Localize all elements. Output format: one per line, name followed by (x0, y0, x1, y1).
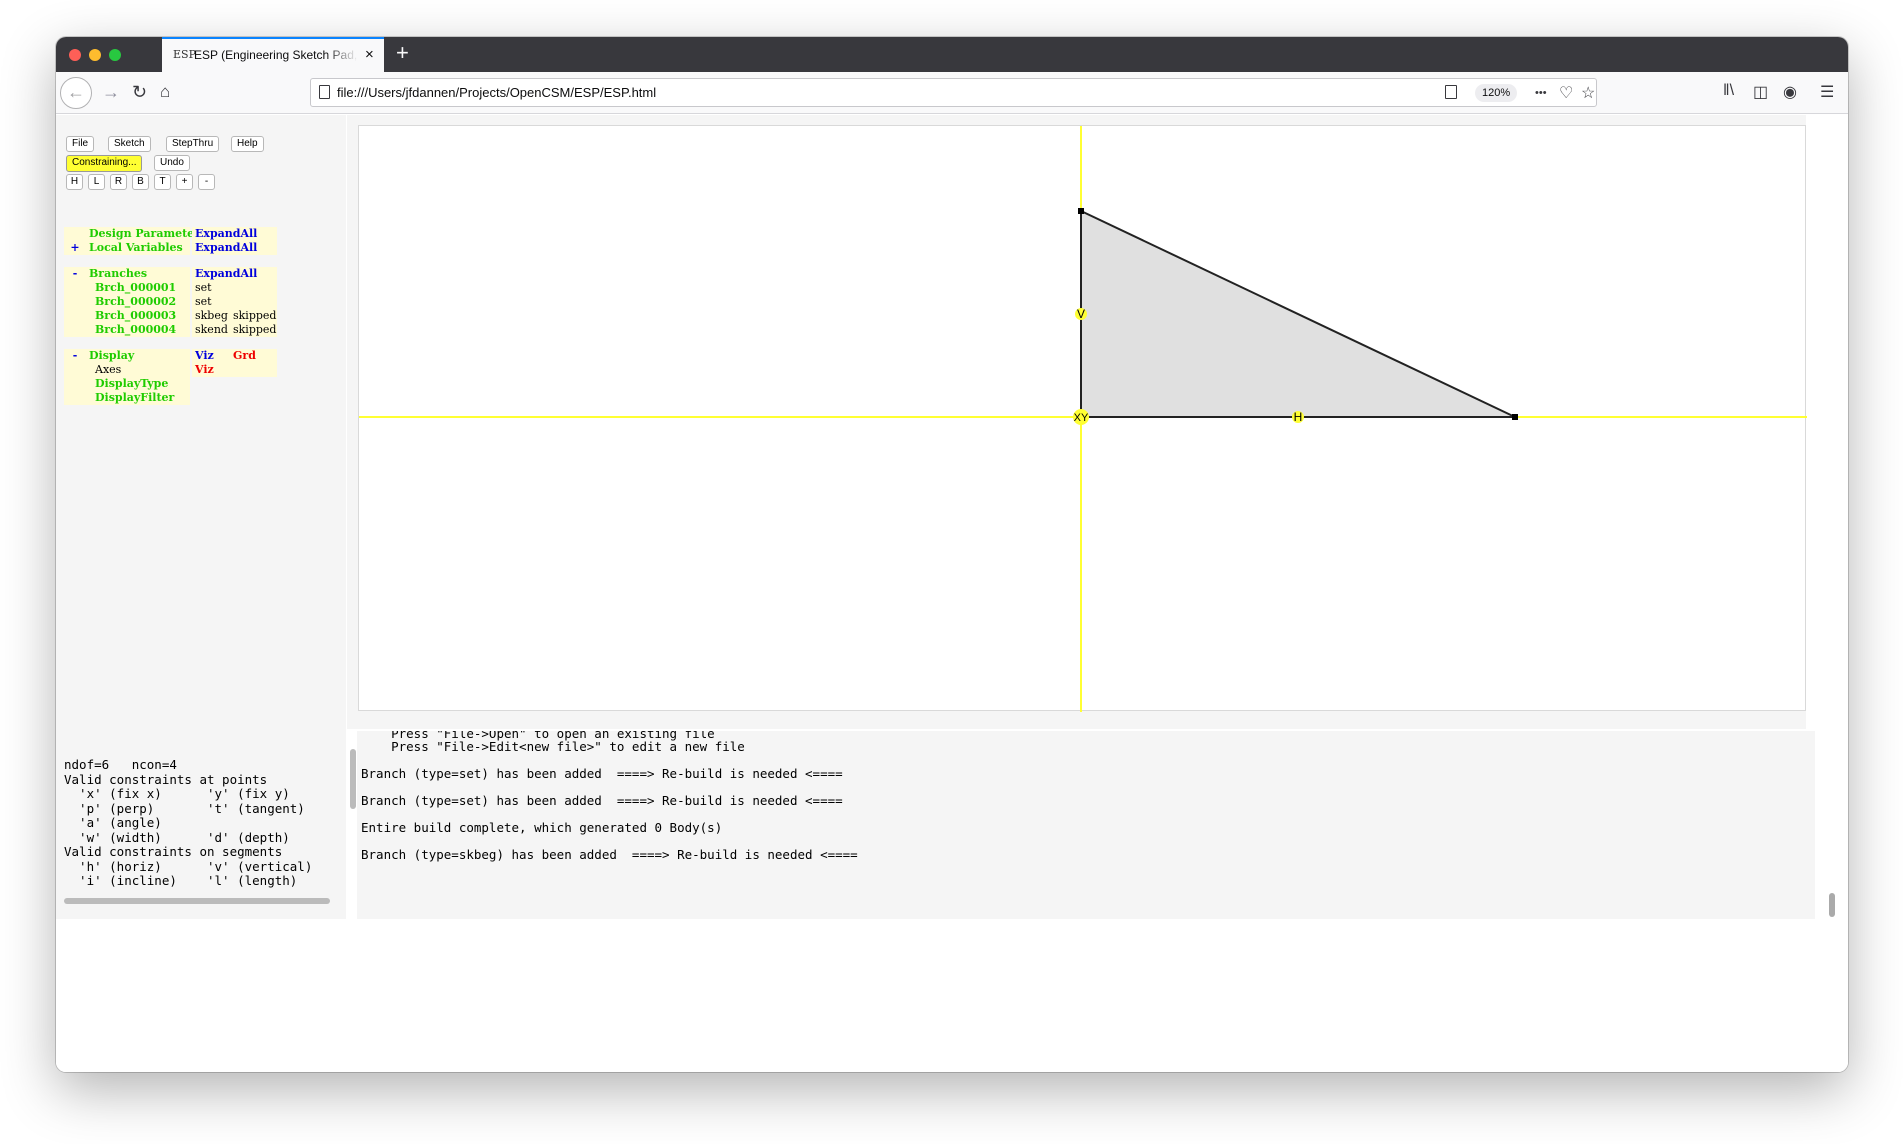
design-parameters-label[interactable]: Design Parameters (86, 227, 206, 241)
sketch-button[interactable]: Sketch (108, 136, 151, 152)
url-text[interactable]: file:///Users/jfdannen/Projects/OpenCSM/… (337, 85, 657, 100)
view-home-button[interactable]: H (66, 174, 83, 190)
branch-type: set (192, 295, 230, 309)
design-parameters-expandall[interactable]: ExpandAll (192, 227, 277, 241)
constraint-v-marker[interactable] (1075, 308, 1087, 320)
branch-type: skbeg (192, 309, 230, 323)
sketch-svg[interactable]: V XY H (359, 126, 1807, 712)
page-content: File Sketch StepThru Help Constraining..… (56, 115, 1848, 1072)
page-icon (319, 85, 330, 99)
branch-status (230, 281, 277, 295)
right-gutter (1806, 115, 1848, 729)
zoom-level-badge[interactable]: 120% (1475, 84, 1518, 102)
branch-type: set (192, 281, 230, 295)
displaytype-label[interactable]: DisplayType (86, 377, 190, 391)
reload-icon[interactable]: ↻ (132, 82, 148, 102)
displayfilter-label[interactable]: DisplayFilter (86, 391, 190, 405)
branches-expandall[interactable]: ExpandAll (192, 267, 277, 281)
message-window: Press "File->Open" to open an existing f… (357, 731, 1815, 919)
segment-hypotenuse[interactable] (1080, 210, 1516, 418)
help-button[interactable]: Help (231, 136, 264, 152)
back-icon[interactable]: ← (60, 77, 92, 109)
branch-status: skipped (230, 323, 277, 337)
local-variables-expandall[interactable]: ExpandAll (192, 241, 277, 255)
constraints-help-text: ndof=6 ncon=4 Valid constraints at point… (64, 758, 313, 888)
close-window-button[interactable] (69, 49, 81, 61)
sketch-point-top[interactable] (1078, 208, 1084, 214)
branch-name[interactable]: Brch_000001 (86, 281, 190, 295)
axes-label[interactable]: Axes (86, 363, 190, 377)
undo-button[interactable]: Undo (154, 155, 190, 171)
message-log: Press "File->Open" to open an existing f… (361, 731, 858, 862)
view-top-button[interactable]: T (154, 174, 171, 190)
browser-tab[interactable]: ESP ESP (Engineering Sketch Pad, V × (162, 37, 384, 72)
sketch-point-right[interactable] (1512, 414, 1518, 420)
url-bar[interactable]: file:///Users/jfdannen/Projects/OpenCSM/… (310, 78, 1597, 107)
branch-name[interactable]: Brch_000004 (86, 323, 190, 337)
display-toggle[interactable]: - (64, 349, 86, 363)
sketch-canvas[interactable]: V XY H (358, 125, 1807, 712)
file-button[interactable]: File (66, 136, 95, 152)
tab-title: ESP (Engineering Sketch Pad, V (194, 48, 358, 62)
left-panel: File Sketch StepThru Help Constraining..… (56, 115, 346, 729)
axes-viz-toggle[interactable]: Viz (192, 363, 230, 377)
new-tab-icon[interactable]: + (396, 40, 409, 65)
bookmark-star-icon[interactable]: ☆ (1581, 85, 1596, 102)
constraint-xy-label: XY (1074, 412, 1089, 424)
display-label[interactable]: Display (86, 349, 190, 363)
title-bar: ESP ESP (Engineering Sketch Pad, V × + (56, 37, 1848, 72)
branch-status: skipped (230, 309, 277, 323)
branches-label[interactable]: Branches (86, 267, 190, 281)
pocket-icon[interactable]: ♡ (1559, 85, 1574, 102)
library-icon[interactable]: ‖\ (1723, 82, 1735, 99)
constraining-mode-button[interactable]: Constraining... (66, 155, 143, 172)
menu-icon[interactable]: ☰ (1820, 84, 1835, 101)
branch-name[interactable]: Brch_000003 (86, 309, 190, 323)
constraint-v-label: V (1077, 307, 1085, 321)
view-left-button[interactable]: L (88, 174, 105, 190)
constraint-xy-marker[interactable] (1073, 409, 1089, 425)
zoom-window-button[interactable] (109, 49, 121, 61)
esp-favicon-icon: ESP (173, 48, 196, 61)
minimize-window-button[interactable] (89, 49, 101, 61)
forward-icon[interactable]: → (102, 82, 120, 102)
view-bottom-button[interactable]: B (132, 174, 149, 190)
browser-window: ESP ESP (Engineering Sketch Pad, V × + ←… (56, 37, 1848, 1072)
navigation-bar: ← → ↻ ⌂ file:///Users/jfdannen/Projects/… (56, 72, 1848, 114)
view-right-button[interactable]: R (110, 174, 127, 190)
reader-view-icon[interactable] (1445, 85, 1457, 99)
display-viz-toggle[interactable]: Viz (192, 349, 230, 363)
display-grd-toggle[interactable]: Grd (230, 349, 277, 363)
page-bottom (56, 919, 1848, 1072)
branch-type: skend (192, 323, 230, 337)
close-tab-icon[interactable]: × (365, 46, 374, 63)
home-icon[interactable]: ⌂ (160, 82, 171, 101)
constraints-vertical-scrollbar[interactable] (350, 749, 356, 809)
constraint-h-marker[interactable] (1292, 411, 1304, 423)
local-variables-label[interactable]: Local Variables (86, 241, 190, 255)
stepthru-button[interactable]: StepThru (166, 136, 220, 152)
constraints-horizontal-scrollbar[interactable] (64, 898, 330, 904)
account-icon[interactable]: ◉ (1783, 84, 1797, 101)
zoom-in-button[interactable]: + (176, 174, 193, 190)
page-actions-icon[interactable]: ••• (1535, 87, 1547, 99)
constraint-h-label: H (1294, 410, 1303, 424)
branch-status (230, 295, 277, 309)
local-variables-toggle[interactable]: + (64, 241, 86, 255)
message-scrollbar[interactable] (1829, 893, 1835, 917)
branch-name[interactable]: Brch_000002 (86, 295, 190, 309)
branches-toggle[interactable]: - (64, 267, 86, 281)
sidebar-icon[interactable]: ◫ (1753, 84, 1769, 101)
zoom-out-button[interactable]: - (198, 174, 215, 190)
